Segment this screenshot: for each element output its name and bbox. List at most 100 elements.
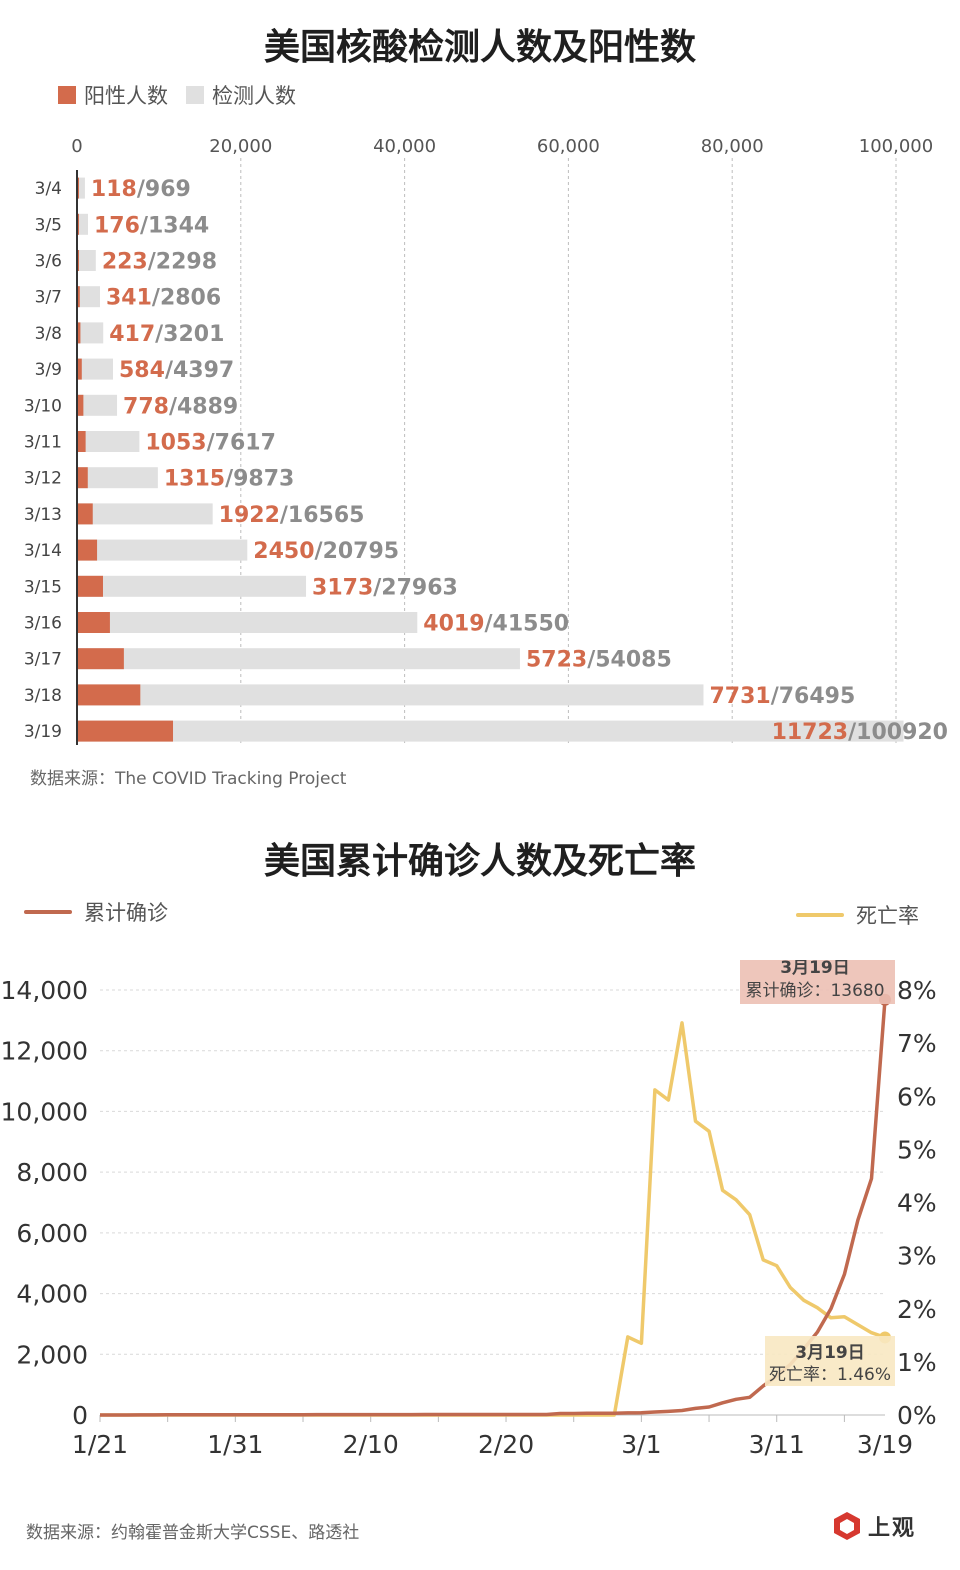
chart1-legend: 阳性人数 检测人数: [58, 80, 314, 110]
y-right-tick-label: 3%: [897, 1242, 937, 1271]
bar-tested: [77, 431, 140, 452]
data-label-positive: 778: [123, 394, 169, 419]
legend-cases-label: 累计确诊: [84, 901, 168, 925]
y-tick-label: 3/17: [24, 650, 62, 670]
bar-tested: [77, 286, 100, 308]
x-tick-label: 60,000: [537, 136, 600, 157]
y-left-tick-label: 12,000: [1, 1037, 88, 1066]
data-label: 2450/20795: [253, 539, 399, 564]
bar-tested: [77, 177, 85, 199]
bar-tested: [77, 467, 158, 489]
bar-positive: [77, 431, 86, 452]
data-label-positive: 223: [102, 250, 148, 275]
data-label: 1922/16565: [219, 503, 365, 528]
x-tick-label: 1/31: [207, 1430, 263, 1459]
chart2-source: 数据来源：约翰霍普金斯大学CSSE、路透社: [26, 1523, 360, 1543]
data-label-tested: /54085: [587, 648, 672, 673]
y-tick-label: 3/8: [35, 324, 62, 344]
x-tick-label: 3/19: [857, 1430, 913, 1459]
y-left-tick-label: 8,000: [16, 1158, 88, 1187]
bar-tested: [77, 394, 118, 416]
data-label-positive: 5723: [526, 648, 587, 673]
data-label-tested: /27963: [373, 575, 458, 600]
x-tick-label: 3/11: [749, 1430, 805, 1459]
data-label-tested: /7617: [207, 431, 276, 456]
data-label-tested: /3201: [155, 322, 224, 347]
y-tick-label: 3/6: [35, 252, 62, 272]
data-label-tested: /20795: [315, 539, 400, 564]
bar-tested: [77, 322, 104, 344]
y-tick-label: 3/12: [24, 469, 62, 489]
y-tick-label: 3/5: [35, 215, 62, 235]
data-label-tested: /1344: [140, 213, 209, 238]
legend-cases-line: [24, 910, 72, 914]
bar-tested: [77, 575, 307, 597]
legend-tested-swatch: [186, 86, 204, 104]
legend-positive: 阳性人数: [58, 80, 168, 110]
bar-positive: [77, 467, 88, 489]
data-label-tested: /4889: [169, 394, 238, 419]
logo-icon: [834, 1512, 860, 1540]
legend-tested-label: 检测人数: [212, 84, 296, 108]
data-label-positive: 11723: [772, 720, 849, 745]
bar-tested: [77, 684, 704, 706]
y-left-tick-label: 14,000: [1, 976, 88, 1005]
y-tick-label: 3/13: [24, 505, 62, 525]
bar-positive: [77, 539, 98, 561]
data-label: 5723/54085: [526, 648, 672, 673]
data-label: 118/969: [91, 177, 191, 202]
chart2-plot: 0 2,000 4,000 6,000 8,000 10,000 12,000 14,000 0…: [1, 960, 937, 1459]
data-label-positive: 7731: [709, 684, 770, 709]
bar-tested: [77, 358, 114, 380]
data-label: 4019/41550: [423, 612, 569, 637]
data-label: 1053/7617: [145, 431, 276, 456]
x-tick-label: 2/20: [478, 1430, 534, 1459]
y-right-tick-label: 2%: [897, 1295, 937, 1324]
chart2-title: 美国累计确诊人数及死亡率: [263, 841, 696, 882]
bar-positive: [77, 684, 141, 706]
logo-text: 上观: [868, 1516, 917, 1541]
bar-positive: [77, 648, 124, 670]
y-right-tick-label: 1%: [897, 1348, 937, 1377]
bar-positive: [77, 575, 103, 597]
data-label-positive: 2450: [253, 539, 314, 564]
y-tick-label: 3/9: [35, 360, 62, 380]
data-label: 11723/100920: [772, 720, 948, 745]
x-tick-label: 100,000: [859, 136, 933, 157]
y-left-tick-label: 6,000: [16, 1219, 88, 1248]
annotation-rate-text: 死亡率：1.46%: [769, 1365, 891, 1385]
data-label-positive: 584: [119, 358, 165, 383]
bar-positive: [77, 612, 110, 633]
legend-positive-swatch: [58, 86, 76, 104]
y-right-tick-label: 0%: [897, 1401, 937, 1430]
y-tick-label: 3/4: [35, 179, 62, 199]
data-label: 176/1344: [94, 213, 209, 238]
legend-rate-line: [796, 913, 844, 917]
data-label-tested: /9873: [225, 467, 294, 492]
x-tick-label: 2/10: [343, 1430, 399, 1459]
data-label-positive: 176: [94, 213, 140, 238]
bar-tested: [77, 539, 248, 561]
annotation-rate-date: 3月19日: [795, 1343, 865, 1363]
y-left-tick-label: 2,000: [16, 1340, 88, 1369]
data-label-tested: /2806: [152, 286, 221, 311]
brand-logo: 上观: [832, 1510, 916, 1542]
data-label-tested: /4397: [165, 358, 234, 383]
y-tick-label: 3/7: [35, 288, 62, 308]
legend-rate: 死亡率: [796, 900, 919, 930]
data-label-positive: 118: [91, 177, 137, 202]
chart1-title: 美国核酸检测人数及阳性数: [263, 27, 696, 68]
y-right-tick-label: 7%: [897, 1029, 937, 1058]
data-label: 778/4889: [123, 394, 238, 419]
y-right-tick-label: 4%: [897, 1189, 937, 1218]
legend-cases: 累计确诊: [24, 897, 168, 927]
y-tick-label: 3/16: [24, 614, 62, 634]
data-label-tested: /16565: [280, 503, 365, 528]
bar-positive: [77, 394, 84, 416]
x-tick-label: 1/21: [72, 1430, 128, 1459]
chart1-plot: 0 20,000 40,000 60,000 80,000 100,000 3/4 118/9…: [24, 136, 948, 745]
legend-tested: 检测人数: [186, 80, 296, 110]
data-label-positive: 1053: [145, 431, 206, 456]
data-label: 3173/27963: [312, 575, 458, 600]
bar-tested: [77, 213, 89, 235]
